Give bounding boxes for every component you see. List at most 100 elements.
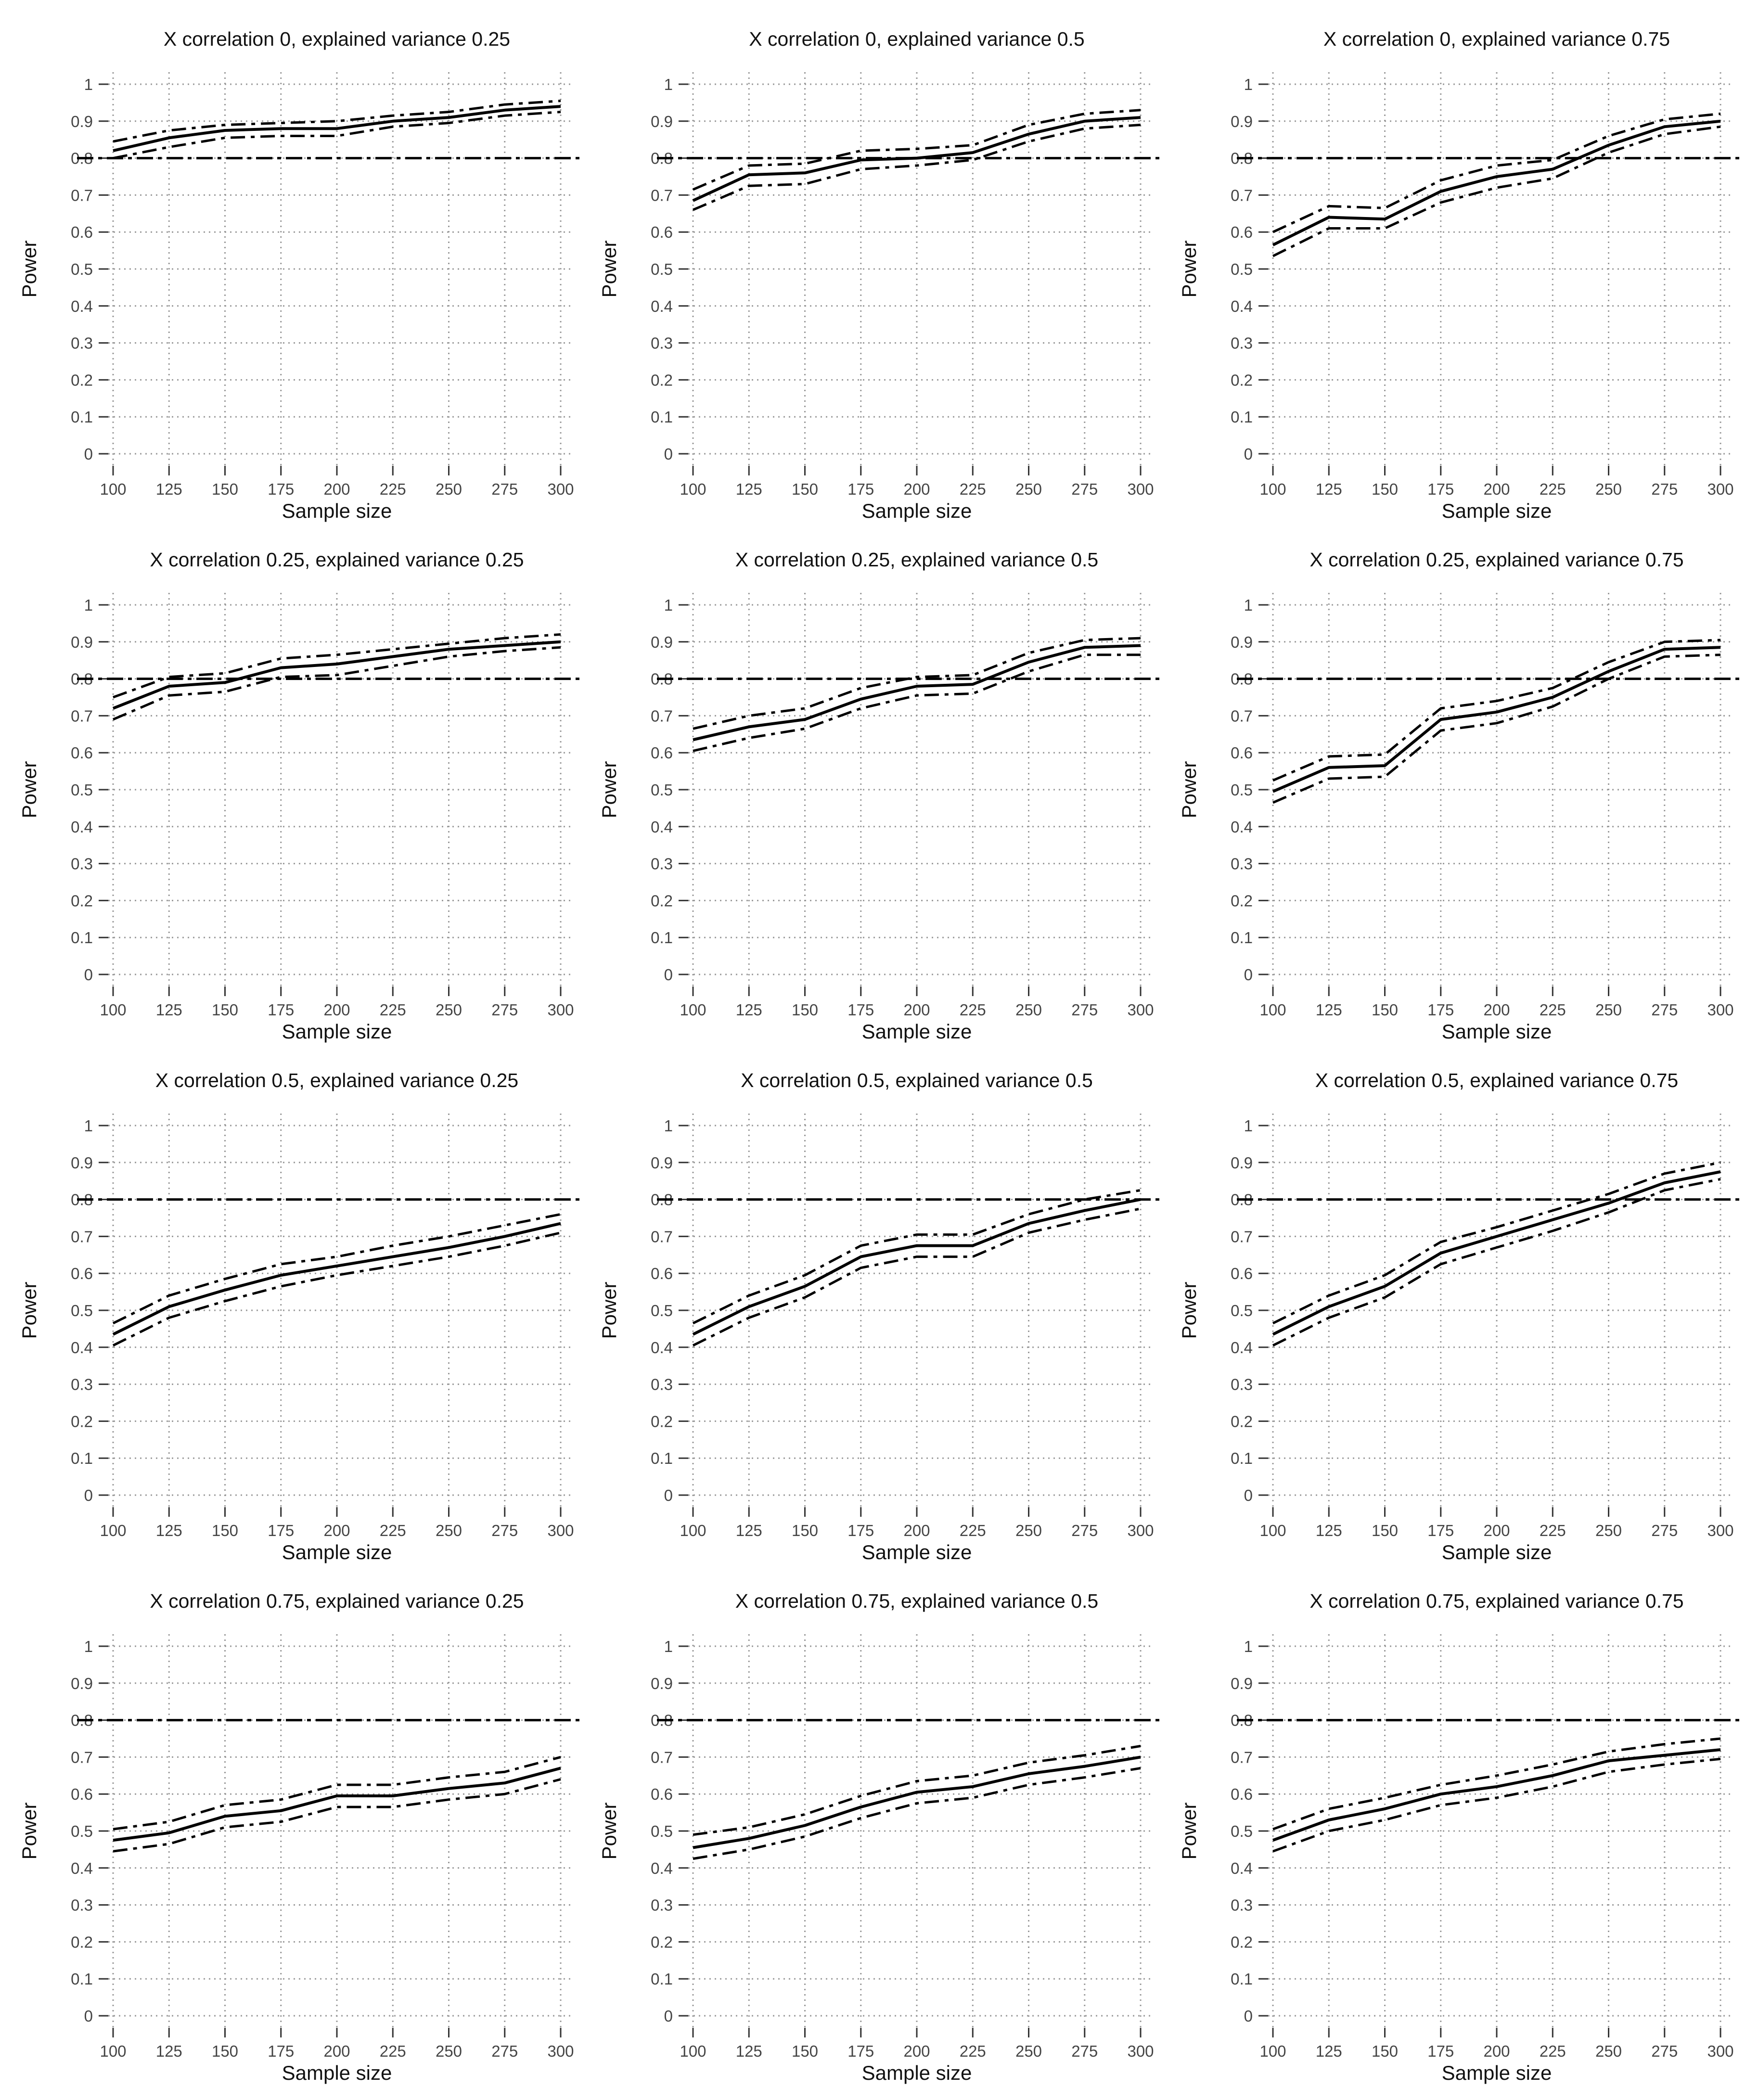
y-tick-label: 0.3	[1231, 855, 1253, 873]
series-line-estimate	[1272, 646, 1721, 793]
y-tick-label: 0	[1244, 445, 1253, 463]
y-tick-label: 0	[664, 445, 673, 463]
y-tick-label: 0.4	[71, 818, 93, 836]
x-tick-label: 200	[323, 1522, 350, 1539]
y-tick-label: 0.2	[651, 371, 673, 389]
y-tick-label: 1	[1244, 1117, 1253, 1135]
y-tick-label: 0.2	[71, 1933, 93, 1951]
y-tick-label: 1	[664, 596, 673, 614]
x-tick-label: 200	[903, 480, 930, 498]
x-tick-label: 125	[156, 1001, 182, 1019]
y-tick-label: 0.2	[71, 371, 93, 389]
y-tick-label: 0.4	[651, 297, 673, 315]
y-tick-label: 0.3	[1231, 1896, 1253, 1914]
x-tick-label: 200	[323, 1001, 350, 1019]
series-line-bound	[693, 109, 1141, 191]
x-axis-label: Sample size	[862, 1020, 972, 1043]
y-tick-label: 0.6	[651, 1785, 673, 1803]
y-tick-label: 0.2	[1231, 892, 1253, 909]
y-tick-label: 0.1	[1231, 929, 1253, 947]
y-tick-label: 0.7	[651, 1748, 673, 1766]
chart-title: X correlation 0.75, explained variance 0…	[735, 1590, 1098, 1612]
y-tick-label: 0	[1244, 1486, 1253, 1504]
y-tick-label: 0.6	[651, 1265, 673, 1282]
y-tick-label: 0.9	[1231, 113, 1253, 130]
y-tick-label: 1	[1244, 596, 1253, 614]
y-axis-label: Power	[1178, 761, 1200, 818]
x-tick-label: 175	[1427, 1001, 1454, 1019]
x-axis-label: Sample size	[1442, 499, 1552, 522]
x-tick-label: 125	[156, 2042, 182, 2060]
chart-panel: X correlation 0, explained variance 0.25…	[18, 28, 582, 522]
x-tick-label: 125	[1316, 1522, 1342, 1539]
y-tick-label: 0.7	[651, 707, 673, 725]
series-line-estimate	[113, 1767, 561, 1842]
y-tick-label: 0.1	[651, 1449, 673, 1467]
series-line-bound	[1272, 1737, 1721, 1831]
x-tick-label: 125	[1316, 480, 1342, 498]
y-tick-label: 0.4	[651, 818, 673, 836]
y-tick-label: 1	[84, 1638, 93, 1655]
x-tick-label: 200	[1483, 1522, 1510, 1539]
x-tick-label: 150	[1372, 480, 1398, 498]
y-tick-label: 0.3	[651, 1896, 673, 1914]
y-tick-label: 0.7	[651, 186, 673, 204]
y-tick-label: 0.1	[71, 1449, 93, 1467]
x-tick-label: 125	[1316, 1001, 1342, 1019]
x-axis-label: Sample size	[1442, 1541, 1552, 1563]
y-tick-label: 0.9	[651, 633, 673, 651]
chart-panel: X correlation 0.75, explained variance 0…	[18, 1590, 582, 2084]
series-line-bound	[692, 1207, 1141, 1347]
y-tick-label: 0.3	[71, 334, 93, 352]
x-tick-label: 175	[847, 2042, 874, 2060]
x-axis-label: Sample size	[282, 1020, 392, 1043]
x-axis-label: Sample size	[282, 2062, 392, 2084]
y-tick-label: 0.5	[651, 1822, 673, 1840]
series-line-bound	[1272, 1178, 1721, 1347]
x-tick-label: 225	[960, 1001, 986, 1019]
chart-title: X correlation 0, explained variance 0.5	[749, 28, 1084, 50]
y-tick-label: 1	[664, 1638, 673, 1655]
x-tick-label: 100	[1259, 2042, 1286, 2060]
x-axis-label: Sample size	[862, 1541, 972, 1563]
chart-title: X correlation 0.25, explained variance 0…	[1310, 549, 1683, 571]
x-axis-label: Sample size	[282, 1541, 392, 1563]
y-tick-label: 0.3	[1231, 334, 1253, 352]
x-tick-label: 300	[1127, 1522, 1154, 1539]
x-tick-label: 225	[960, 1522, 986, 1539]
x-tick-label: 125	[156, 1522, 182, 1539]
y-tick-label: 0.2	[1231, 1412, 1253, 1430]
x-axis-label: Sample size	[1442, 2062, 1552, 2084]
x-tick-label: 150	[212, 1522, 238, 1539]
series-line-bound	[1272, 112, 1721, 233]
y-tick-label: 0.5	[1231, 1822, 1253, 1840]
x-tick-label: 250	[436, 1001, 462, 1019]
x-tick-label: 250	[436, 480, 462, 498]
y-tick-label: 0	[84, 445, 93, 463]
x-tick-label: 175	[268, 1522, 294, 1539]
y-tick-label: 0	[84, 2007, 93, 2025]
x-tick-label: 225	[1540, 1001, 1566, 1019]
y-tick-label: 0.6	[71, 744, 93, 762]
x-tick-label: 175	[268, 1001, 294, 1019]
y-tick-label: 0.7	[71, 1748, 93, 1766]
y-tick-label: 0	[1244, 2007, 1253, 2025]
y-tick-label: 0.1	[71, 1970, 93, 1988]
series-line-estimate	[693, 644, 1141, 742]
x-tick-label: 275	[491, 1522, 518, 1539]
y-tick-label: 1	[84, 76, 93, 93]
x-tick-label: 175	[847, 1001, 874, 1019]
y-tick-label: 0	[664, 2007, 673, 2025]
x-tick-label: 175	[1427, 480, 1454, 498]
x-tick-label: 200	[1483, 1001, 1510, 1019]
x-tick-label: 300	[547, 2042, 574, 2060]
y-tick-label: 0.2	[1231, 1933, 1253, 1951]
x-tick-label: 100	[680, 1522, 706, 1539]
y-tick-label: 0.6	[71, 1265, 93, 1282]
y-tick-label: 0.7	[1231, 1748, 1253, 1766]
series-line-estimate	[693, 1755, 1141, 1849]
x-tick-label: 100	[100, 480, 126, 498]
x-tick-label: 225	[1540, 1522, 1566, 1539]
y-tick-label: 0.5	[651, 260, 673, 278]
series-line-estimate	[112, 640, 561, 710]
